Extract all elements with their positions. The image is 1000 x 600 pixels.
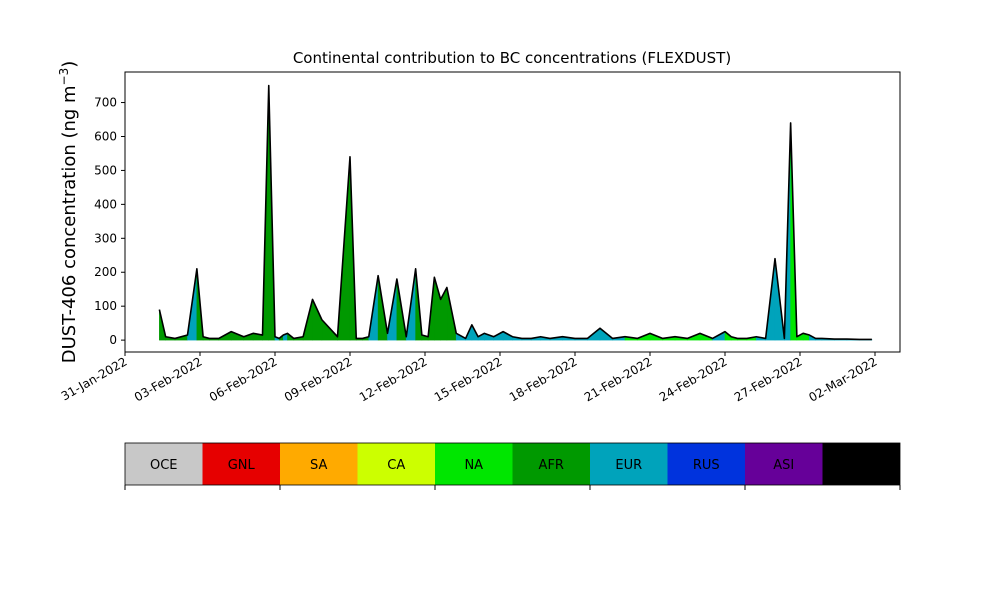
x-tick-label: 09-Feb-2022 [282,354,355,404]
y-tick-label: 100 [94,299,117,313]
area-segment [312,299,323,341]
legend-label: SA [310,458,327,473]
y-tick-label: 600 [94,129,117,143]
x-tick-label: 03-Feb-2022 [132,354,205,404]
legend-label: EUR [615,458,642,473]
legend-swatch [202,443,280,485]
x-tick-label: 06-Feb-2022 [207,354,280,404]
legend-frame [124,442,901,486]
y-tick-label: 700 [94,96,117,110]
y-tick-label: 400 [94,197,117,211]
x-tick-label: 21-Feb-2022 [582,354,655,404]
legend-label: AFR [539,458,564,473]
legend: OCE GNL SA CA NA AFR EUR RUS ASI AUS [124,442,901,490]
x-tick-label: 18-Feb-2022 [507,354,580,404]
x-tick-label: 27-Feb-2022 [732,354,805,404]
legend-label: NA [464,458,483,473]
legend-swatch [357,443,435,485]
y-tick-label: 300 [94,231,117,245]
area-segment [440,287,448,341]
x-tick-label: 02-Mar-2022 [806,354,879,404]
y-axis-label-exponent: −3 [57,68,71,86]
legend-label: GNL [228,458,256,473]
plot-frame [124,71,901,353]
legend-swatch [280,443,358,485]
y-axis-label-close: ) [59,61,80,68]
y-tick-label: 200 [94,265,117,279]
x-tick-label: 24-Feb-2022 [657,354,730,404]
y-axis-label-text: DUST-406 concentration (ng m [59,85,80,363]
y-tick-label: 0 [109,333,117,347]
legend-label: RUS [693,458,720,473]
legend-label: OCE [150,458,178,473]
y-tick-label: 500 [94,163,117,177]
chart-title: Continental contribution to BC concentra… [293,49,731,67]
legend-label: CA [387,458,405,473]
legend-swatch [667,443,745,485]
x-tick-label: 15-Feb-2022 [432,354,505,404]
legend-swatch [745,443,823,485]
x-tick-label: 12-Feb-2022 [357,354,430,404]
legend-swatch [435,443,513,485]
y-axis-label: DUST-406 concentration (ng m−3) [57,61,80,364]
legend-label: AUS [848,458,875,473]
legend-swatch [125,443,203,485]
legend-label: ASI [773,458,794,473]
total-line [158,84,872,341]
legend-swatch [822,443,900,485]
legend-swatch [590,443,668,485]
legend-swatch [512,443,590,485]
